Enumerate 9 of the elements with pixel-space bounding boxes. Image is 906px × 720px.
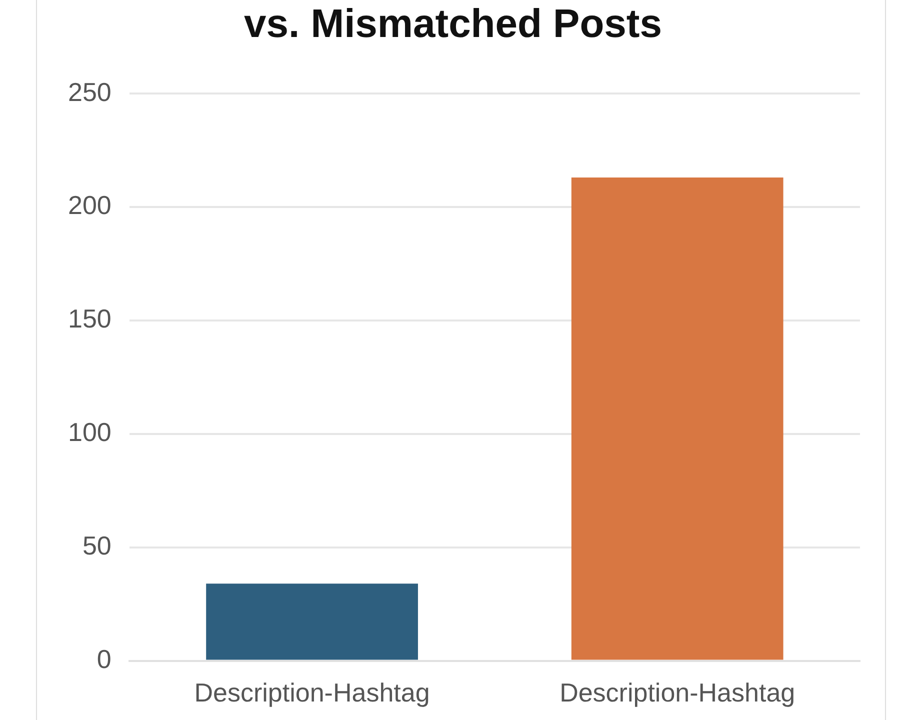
x-tick-label: Description-Hashtag <box>194 678 430 708</box>
y-tick-label: 0 <box>96 644 112 674</box>
chart-title: vs. Mismatched Posts <box>243 1 663 48</box>
y-tick-label: 100 <box>68 417 112 448</box>
y-tick-label: 200 <box>68 190 112 220</box>
y-tick-label: 150 <box>68 304 112 334</box>
y-tick-label: 250 <box>68 76 112 107</box>
x-tick-label: Description-Hashtag <box>560 678 796 708</box>
y-tick-label: 50 <box>82 530 112 561</box>
